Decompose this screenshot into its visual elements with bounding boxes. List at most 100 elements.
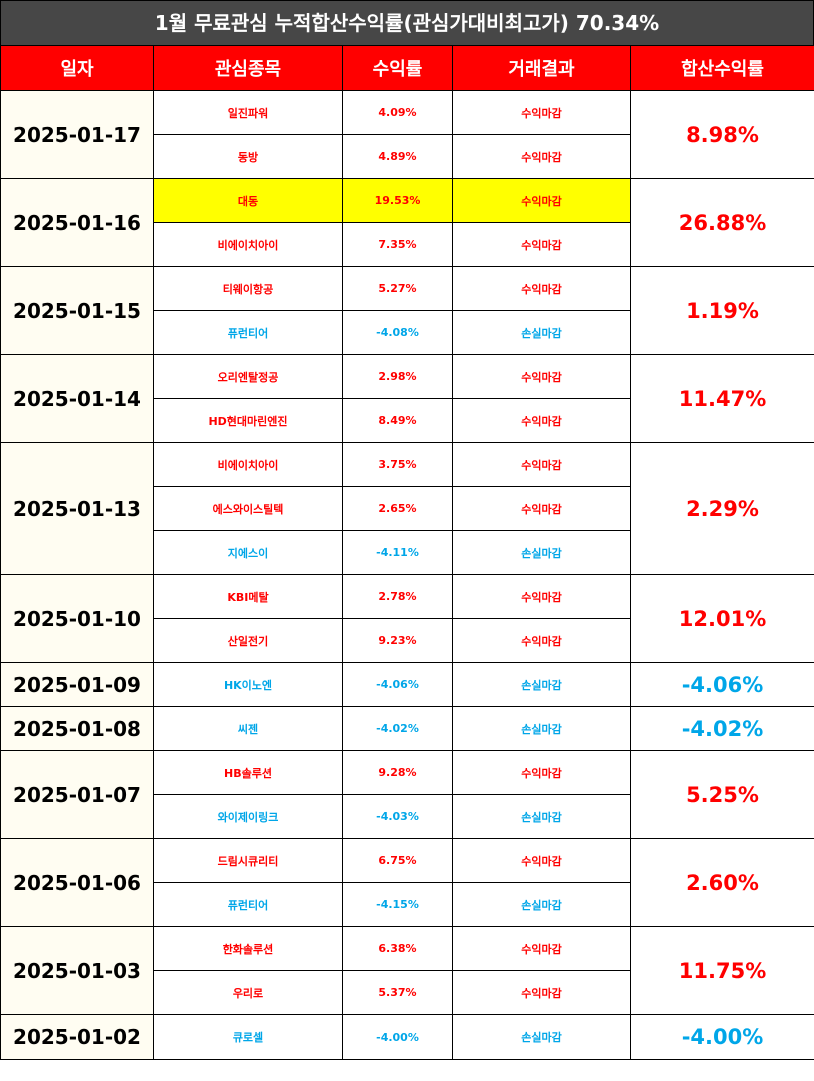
table-row: 2025-01-08 씨젠 -4.02% 손실마감 -4.02% (0, 706, 814, 751)
return-rate: -4.08% (342, 310, 453, 355)
trade-result: 수익마감 (452, 90, 631, 135)
total-return: -4.00% (630, 1014, 814, 1060)
trade-result: 수익마감 (452, 486, 631, 531)
trade-result: 손실마감 (452, 662, 631, 707)
returns-table: 일자 관심종목 수익률 거래결과 합산수익률 2025-01-17 일진파워 4.0… (0, 45, 814, 1060)
stock-name: 우리로 (153, 970, 343, 1015)
table-row: 2025-01-03 한화솔루션 6.38% 수익마감 11.75% (0, 926, 814, 1015)
date-cell: 2025-01-09 (0, 662, 154, 707)
return-rate: 6.38% (342, 926, 453, 971)
date-cell: 2025-01-02 (0, 1014, 154, 1060)
trade-result: 손실마감 (452, 1014, 631, 1060)
stock-name: 대동 (153, 178, 343, 223)
table-row: HD현대마린엔진 8.49% 수익마감 (1, 398, 814, 443)
stock-name: 큐로셀 (153, 1014, 343, 1060)
total-return: -4.06% (630, 662, 814, 707)
table-row: 퓨런티어 -4.08% 손실마감 (1, 310, 814, 355)
sheet-title: 1월 무료관심 누적합산수익률(관심가대비최고가) 70.34% (0, 0, 814, 46)
return-rate: 8.49% (342, 398, 453, 443)
stock-name: 비에이치아이 (153, 222, 343, 267)
total-return: 2.29% (630, 442, 814, 575)
stock-name: 에스와이스틸텍 (153, 486, 343, 531)
return-rate: -4.00% (342, 1014, 453, 1060)
table-row: 동방 4.89% 수익마감 (1, 134, 814, 179)
table-row: 2025-01-07 HB솔루션 9.28% 수익마감 5.25% (0, 750, 814, 839)
total-return: 1.19% (630, 266, 814, 355)
trade-result: 수익마감 (452, 134, 631, 179)
trade-result: 손실마감 (452, 706, 631, 751)
return-rate: 9.28% (342, 750, 453, 795)
trade-result: 손실마감 (452, 882, 631, 927)
trade-result: 손실마감 (452, 310, 631, 355)
stock-name: 오리엔탈정공 (153, 354, 343, 399)
header-rate: 수익률 (342, 45, 453, 91)
return-rate: 4.09% (342, 90, 453, 135)
date-cell: 2025-01-06 (0, 838, 154, 927)
table-row: 우리로 5.37% 수익마감 (1, 970, 814, 1015)
return-rate: 19.53% (342, 178, 453, 223)
return-rate: -4.06% (342, 662, 453, 707)
total-return: 11.75% (630, 926, 814, 1015)
header-stock: 관심종목 (153, 45, 343, 91)
table-row: 퓨런티어 -4.15% 손실마감 (1, 882, 814, 927)
return-rate: 4.89% (342, 134, 453, 179)
table-row: 2025-01-14 오리엔탈정공 2.98% 수익마감 11.47% (0, 354, 814, 443)
total-return: 5.25% (630, 750, 814, 839)
stock-name: 퓨런티어 (153, 310, 343, 355)
trade-result: 수익마감 (452, 926, 631, 971)
total-return: 12.01% (630, 574, 814, 663)
return-rate: 2.65% (342, 486, 453, 531)
date-cell: 2025-01-10 (0, 574, 154, 663)
return-rate: -4.02% (342, 706, 453, 751)
trade-result: 수익마감 (452, 222, 631, 267)
table-row: 2025-01-16 대동 19.53% 수익마감 26.88% (0, 178, 814, 267)
header-total: 합산수익률 (630, 45, 814, 91)
date-cell: 2025-01-13 (0, 442, 154, 575)
stock-name: 지에스이 (153, 530, 343, 575)
table-row: 2025-01-13 비에이치아이 3.75% 수익마감 2.29% (0, 442, 814, 575)
date-cell: 2025-01-16 (0, 178, 154, 267)
table-header: 일자 관심종목 수익률 거래결과 합산수익률 (0, 45, 814, 91)
date-cell: 2025-01-03 (0, 926, 154, 1015)
stock-name: 드림시큐리티 (153, 838, 343, 883)
table-row: 2025-01-02 큐로셀 -4.00% 손실마감 -4.00% (0, 1014, 814, 1060)
total-return: 11.47% (630, 354, 814, 443)
stock-name: 씨젠 (153, 706, 343, 751)
stock-name: 한화솔루션 (153, 926, 343, 971)
table-row: 와이제이링크 -4.03% 손실마감 (1, 794, 814, 839)
total-return: 26.88% (630, 178, 814, 267)
date-cell: 2025-01-15 (0, 266, 154, 355)
return-rate: 5.27% (342, 266, 453, 311)
table-row: 2025-01-10 KBI메탈 2.78% 수익마감 12.01% (0, 574, 814, 663)
stock-name: 비에이치아이 (153, 442, 343, 487)
return-rate: 2.78% (342, 574, 453, 619)
table-row: 2025-01-17 일진파워 4.09% 수익마감 8.98% (0, 90, 814, 179)
return-rate: 3.75% (342, 442, 453, 487)
stock-name: 동방 (153, 134, 343, 179)
trade-result: 수익마감 (452, 178, 631, 223)
table-row: 비에이치아이 7.35% 수익마감 (1, 222, 814, 267)
table-row: 지에스이 -4.11% 손실마감 (1, 530, 814, 575)
table-row: 2025-01-15 티웨이항공 5.27% 수익마감 1.19% (0, 266, 814, 355)
trade-result: 손실마감 (452, 530, 631, 575)
return-rate: -4.15% (342, 882, 453, 927)
stock-name: 퓨런티어 (153, 882, 343, 927)
trade-result: 수익마감 (452, 574, 631, 619)
trade-result: 수익마감 (452, 398, 631, 443)
stock-name: 와이제이링크 (153, 794, 343, 839)
stock-name: 티웨이항공 (153, 266, 343, 311)
header-result: 거래결과 (452, 45, 631, 91)
trade-result: 손실마감 (452, 794, 631, 839)
total-return: 2.60% (630, 838, 814, 927)
return-rate: 7.35% (342, 222, 453, 267)
stock-name: HB솔루션 (153, 750, 343, 795)
stock-name: HK이노엔 (153, 662, 343, 707)
table-row: 에스와이스틸텍 2.65% 수익마감 (1, 486, 814, 531)
total-return: 8.98% (630, 90, 814, 179)
return-rate: 6.75% (342, 838, 453, 883)
table-body: 2025-01-17 일진파워 4.09% 수익마감 8.98% 동방 4.89% 수익마감 2… (0, 90, 814, 1060)
stock-name: 산일전기 (153, 618, 343, 663)
table-row: 산일전기 9.23% 수익마감 (1, 618, 814, 663)
return-rate: 5.37% (342, 970, 453, 1015)
